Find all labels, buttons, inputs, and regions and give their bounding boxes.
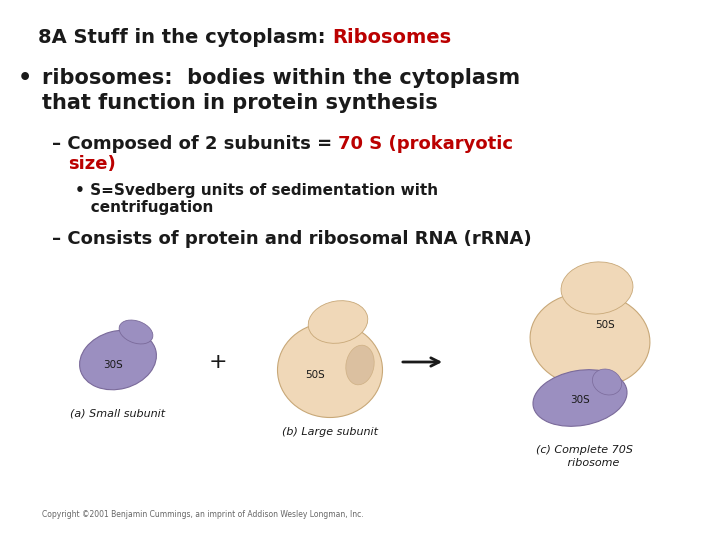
Text: size): size): [68, 155, 116, 173]
Text: Ribosomes: Ribosomes: [332, 28, 451, 47]
Text: (b) Large subunit: (b) Large subunit: [282, 427, 378, 437]
Ellipse shape: [346, 345, 374, 385]
Text: • S=Svedberg units of sedimentation with: • S=Svedberg units of sedimentation with: [75, 183, 438, 198]
Text: •: •: [18, 68, 32, 88]
Ellipse shape: [119, 320, 153, 344]
Text: centrifugation: centrifugation: [75, 200, 213, 215]
Text: 50S: 50S: [595, 320, 615, 330]
Ellipse shape: [80, 330, 156, 390]
Text: – Consists of protein and ribosomal RNA (rRNA): – Consists of protein and ribosomal RNA …: [52, 230, 531, 248]
Ellipse shape: [561, 262, 633, 314]
Ellipse shape: [530, 292, 650, 388]
Text: ribosomes:  bodies within the cytoplasm: ribosomes: bodies within the cytoplasm: [42, 68, 520, 88]
Text: 70 S (prokaryotic: 70 S (prokaryotic: [338, 135, 513, 153]
Text: (a) Small subunit: (a) Small subunit: [71, 408, 166, 418]
Text: – Composed of 2 subunits =: – Composed of 2 subunits =: [52, 135, 338, 153]
Text: 50S: 50S: [305, 370, 325, 380]
Text: Copyright ©2001 Benjamin Cummings, an imprint of Addison Wesley Longman, Inc.: Copyright ©2001 Benjamin Cummings, an im…: [42, 510, 364, 519]
Ellipse shape: [308, 301, 368, 343]
Ellipse shape: [593, 369, 621, 395]
Text: 30S: 30S: [103, 360, 123, 370]
Text: 8A Stuff in the cytoplasm:: 8A Stuff in the cytoplasm:: [38, 28, 332, 47]
Ellipse shape: [277, 322, 382, 417]
Text: +: +: [209, 352, 228, 372]
Text: that function in protein synthesis: that function in protein synthesis: [42, 93, 438, 113]
Text: 30S: 30S: [570, 395, 590, 405]
Ellipse shape: [533, 370, 627, 426]
Text: (c) Complete 70S
     ribosome: (c) Complete 70S ribosome: [536, 445, 634, 468]
